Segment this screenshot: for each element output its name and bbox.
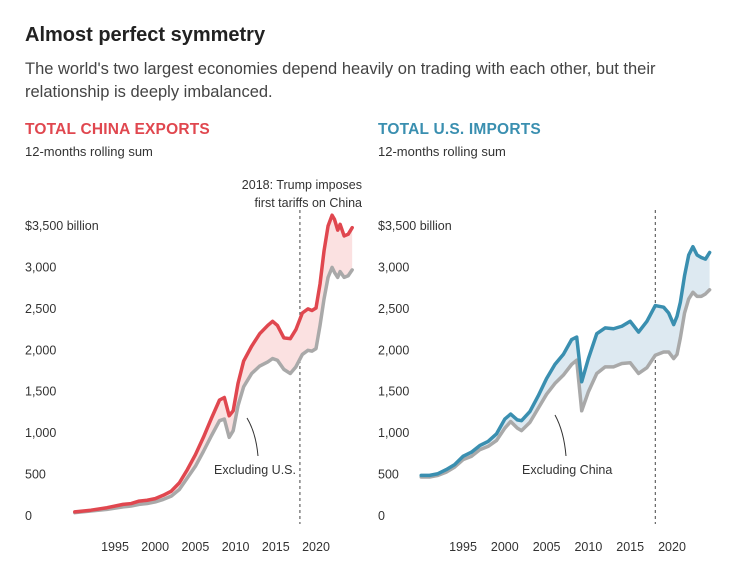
china-exports-y-tick-label: 500 bbox=[25, 468, 46, 482]
china-exports-tariff-event-label: 2018: Trump imposes bbox=[242, 178, 362, 192]
china-exports-x-tick-label: 2000 bbox=[141, 540, 169, 554]
china-exports-y-tick-label: 2,000 bbox=[25, 343, 56, 357]
us-imports-y-tick-label: 1,000 bbox=[378, 426, 409, 440]
us-imports-y-tick-label: 2,000 bbox=[378, 343, 409, 357]
us-imports-x-tick-label: 2015 bbox=[616, 540, 644, 554]
us-imports-annotation-leader-line bbox=[554, 414, 567, 457]
us-imports-chart-subtitle: 12-months rolling sum bbox=[378, 144, 506, 159]
us-imports-x-tick-label: 1995 bbox=[449, 540, 477, 554]
us-imports-gap-area bbox=[421, 246, 710, 478]
china-exports-chart-subtitle: 12-months rolling sum bbox=[25, 144, 153, 159]
china-exports-x-tick-label: 1995 bbox=[101, 540, 129, 554]
us-imports-x-tick-label: 2000 bbox=[491, 540, 519, 554]
us-imports-annotation-label: Excluding China bbox=[522, 463, 612, 477]
china-exports-tariff-event-label: first tariffs on China bbox=[255, 196, 363, 210]
china-exports-annotation-leader-line bbox=[246, 417, 259, 457]
us-imports-chart-title: TOTAL U.S. IMPORTS bbox=[378, 121, 541, 138]
us-imports-y-tick-label: $3,500 billion bbox=[378, 219, 452, 233]
china-exports-x-tick-label: 2015 bbox=[262, 540, 290, 554]
us-imports-excluding-series-line bbox=[419, 288, 712, 479]
china-exports-x-tick-label: 2020 bbox=[302, 540, 330, 554]
us-imports-y-tick-label: 3,000 bbox=[378, 260, 409, 274]
china-exports-y-tick-label: 2,500 bbox=[25, 302, 56, 316]
china-exports-total-series-line bbox=[73, 213, 354, 514]
china-exports-x-tick-label: 2005 bbox=[181, 540, 209, 554]
page-title: Almost perfect symmetry bbox=[25, 24, 266, 46]
us-imports-total-series-line bbox=[419, 244, 712, 478]
china-exports-y-tick-label: 1,500 bbox=[25, 385, 56, 399]
china-exports-annotation-label: Excluding U.S. bbox=[214, 463, 296, 477]
page-subtitle: The world's two largest economies depend… bbox=[25, 60, 656, 101]
china-exports-excluding-series-line bbox=[73, 265, 354, 515]
china-exports-y-tick-label: $3,500 billion bbox=[25, 219, 99, 233]
us-imports-y-tick-label: 1,500 bbox=[378, 385, 409, 399]
us-imports-x-tick-label: 2005 bbox=[533, 540, 561, 554]
china-exports-chart-title: TOTAL CHINA EXPORTS bbox=[25, 121, 210, 138]
china-exports-y-tick-label: 1,000 bbox=[25, 426, 56, 440]
us-imports-y-tick-label: 500 bbox=[378, 468, 399, 482]
china-exports-y-tick-label: 0 bbox=[25, 509, 32, 523]
china-exports-y-tick-label: 3,000 bbox=[25, 260, 56, 274]
china-exports-chart: 0 500 1,000 1,500 2,000 2,500 3,000 $3,500 bill… bbox=[25, 178, 362, 554]
china-exports-x-tick-label: 2010 bbox=[222, 540, 250, 554]
us-imports-chart: 0 500 1,000 1,500 2,000 2,500 3,000 $3,500 bill… bbox=[378, 210, 712, 554]
us-imports-y-tick-label: 0 bbox=[378, 509, 385, 523]
us-imports-y-tick-label: 2,500 bbox=[378, 302, 409, 316]
us-imports-x-tick-label: 2020 bbox=[658, 540, 686, 554]
us-imports-x-tick-label: 2010 bbox=[574, 540, 602, 554]
